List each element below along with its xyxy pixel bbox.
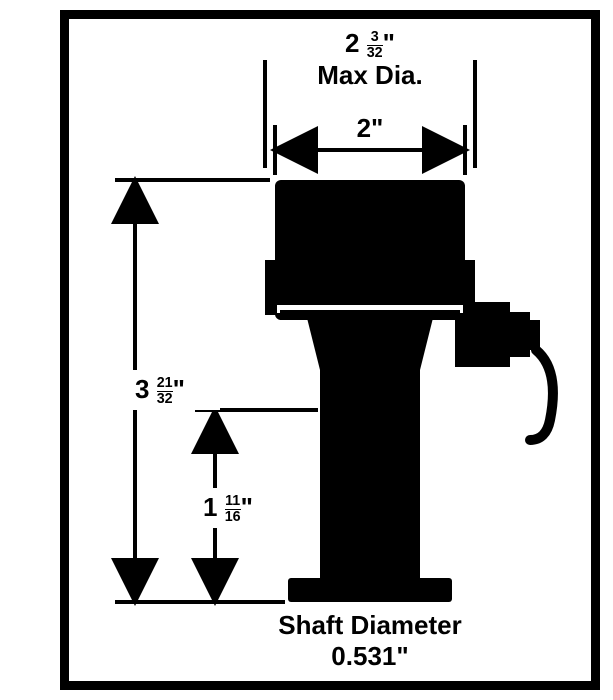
dim-height-upper-text: 3 2132" — [100, 370, 220, 410]
dim-2in-text: 2" — [330, 113, 410, 144]
dim-max-dia-text: 2 332" Max Dia. — [260, 28, 480, 91]
diagram-svg — [60, 10, 600, 690]
dim-height-lower-text: 1 1116" — [168, 488, 288, 528]
diagram-area: 2 332" Max Dia. 2" 3 2132" 1 1116" Shaft… — [60, 10, 600, 690]
dim-shaft-text: Shaft Diameter 0.531" — [220, 610, 520, 672]
distributor-silhouette — [265, 180, 553, 602]
